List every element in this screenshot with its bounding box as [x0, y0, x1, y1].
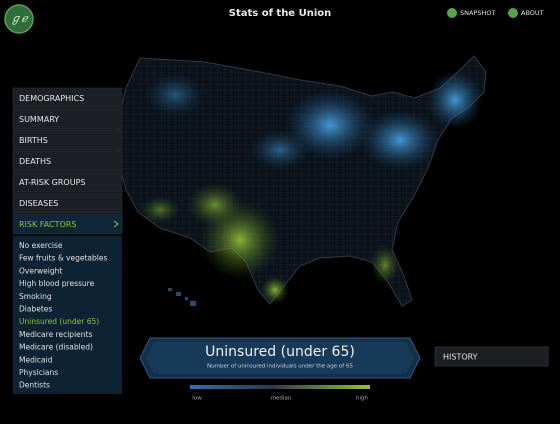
- submenu: No exercise Few fruits & vegetables Overwe…: [19, 241, 107, 390]
- menu-item-bg[interactable]: [12, 150, 123, 172]
- submenu-item[interactable]: Physicians: [19, 368, 58, 377]
- menu-item-bg[interactable]: [12, 192, 123, 214]
- submenu-item[interactable]: Dentists: [19, 381, 50, 390]
- submenu-item[interactable]: Medicaid: [19, 355, 53, 364]
- banner-title: Uninsured (under 65): [205, 344, 355, 360]
- legend-low: low: [192, 396, 202, 402]
- menu-arrow: [113, 220, 119, 228]
- menu-item[interactable]: DISEASES: [19, 199, 58, 208]
- menu-item[interactable]: BIRTHS: [19, 136, 48, 145]
- snapshot-button[interactable]: SNAPSHOT: [447, 8, 495, 18]
- submenu-item[interactable]: Medicare recipients: [19, 330, 92, 339]
- legend: low median high: [190, 385, 370, 402]
- submenu-panel: [13, 236, 122, 394]
- logo[interactable]: [4, 4, 34, 34]
- menu-item[interactable]: DEMOGRAPHICS: [19, 94, 84, 103]
- menu-item[interactable]: RISK FACTORS: [19, 220, 76, 229]
- menu-item-bg[interactable]: [12, 213, 123, 235]
- banner: Uninsured (under 65) Number of uninsured…: [139, 337, 421, 379]
- submenu-item[interactable]: No exercise: [19, 241, 63, 250]
- submenu-item[interactable]: Uninsured (under 65): [19, 317, 99, 326]
- about-button[interactable]: ABOUT: [508, 8, 544, 18]
- menu-item[interactable]: AT-RISK GROUPS: [19, 178, 86, 187]
- legend-median: median: [271, 396, 292, 402]
- menu-item-bg[interactable]: [12, 171, 123, 193]
- submenu-item[interactable]: Medicare (disabled): [19, 343, 93, 352]
- menu-item-bg[interactable]: [12, 87, 123, 109]
- svg-text:ℊℯ: ℊℯ: [10, 12, 29, 25]
- submenu-item[interactable]: Few fruits & vegetables: [19, 254, 107, 263]
- submenu-item[interactable]: Smoking: [19, 292, 52, 301]
- banner-subtitle: Number of uninsured individuals under th…: [207, 364, 353, 370]
- app-title: Stats of the Union: [229, 8, 331, 19]
- menu-item[interactable]: DEATHS: [19, 157, 51, 166]
- about-label[interactable]: ABOUT: [521, 9, 544, 17]
- category-menu: DEMOGRAPHICS SUMMARY BIRTHS DEATHS AT-RISK G…: [12, 87, 123, 235]
- legend-high: high: [356, 396, 369, 402]
- history-label[interactable]: HISTORY: [443, 353, 478, 362]
- menu-item[interactable]: SUMMARY: [19, 115, 59, 124]
- snapshot-label[interactable]: SNAPSHOT: [460, 9, 495, 17]
- us-map: [117, 55, 487, 307]
- menu-item-bg[interactable]: [12, 108, 123, 130]
- submenu-item[interactable]: Overweight: [19, 266, 62, 275]
- history-button[interactable]: HISTORY: [434, 346, 549, 367]
- menu-item-bg[interactable]: [12, 129, 123, 151]
- submenu-item[interactable]: High blood pressure: [19, 279, 95, 288]
- submenu-item[interactable]: Diabetes: [19, 305, 52, 314]
